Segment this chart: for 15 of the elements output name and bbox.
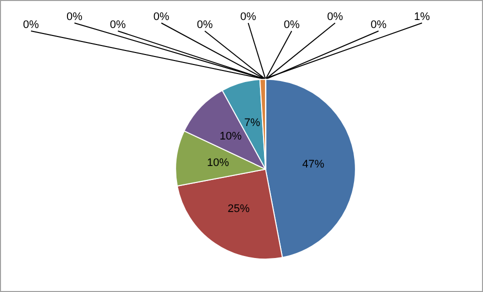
text: 0% bbox=[196, 19, 213, 31]
text: 0% bbox=[110, 19, 126, 31]
data-label: 25% bbox=[228, 202, 250, 215]
text: 0% bbox=[284, 19, 300, 31]
text: 0% bbox=[23, 19, 39, 31]
data-label: 10% bbox=[206, 157, 230, 170]
data-label: 47% bbox=[302, 158, 325, 171]
text: 0% bbox=[240, 11, 256, 23]
text: 0% bbox=[327, 11, 344, 23]
text: 0% bbox=[66, 11, 82, 23]
data-label: 1% bbox=[414, 11, 430, 23]
text: 0% bbox=[370, 19, 387, 31]
data-label: 7% bbox=[244, 117, 260, 130]
data-label: 10% bbox=[220, 130, 242, 142]
text: 0% bbox=[153, 11, 170, 23]
